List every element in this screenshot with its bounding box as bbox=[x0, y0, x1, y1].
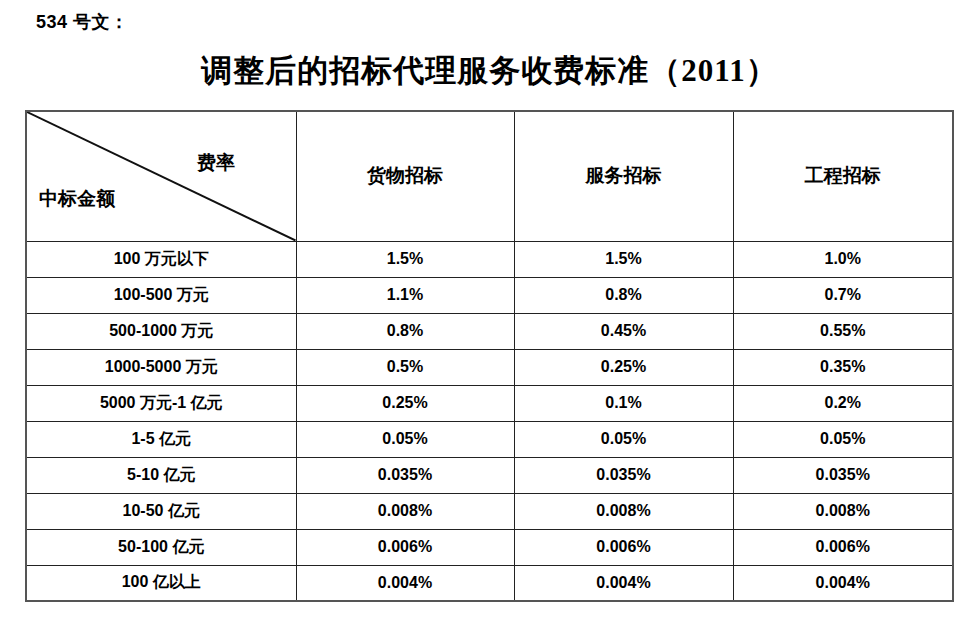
column-header-works: 工程招标 bbox=[733, 111, 953, 241]
diagonal-divider-line bbox=[27, 112, 296, 241]
rate-cell: 0.05% bbox=[733, 421, 953, 457]
rate-cell: 0.5% bbox=[296, 349, 514, 385]
rate-cell: 1.0% bbox=[733, 241, 953, 277]
rate-cell: 0.05% bbox=[514, 421, 733, 457]
amount-range-cell: 10-50 亿元 bbox=[26, 493, 296, 529]
rate-cell: 0.004% bbox=[733, 565, 953, 601]
rate-cell: 0.008% bbox=[296, 493, 514, 529]
amount-range-cell: 100 亿以上 bbox=[26, 565, 296, 601]
rate-cell: 0.8% bbox=[514, 277, 733, 313]
rate-cell: 0.006% bbox=[296, 529, 514, 565]
amount-range-cell: 50-100 亿元 bbox=[26, 529, 296, 565]
amount-range-cell: 5000 万元-1 亿元 bbox=[26, 385, 296, 421]
rate-cell: 1.1% bbox=[296, 277, 514, 313]
column-header-services: 服务招标 bbox=[514, 111, 733, 241]
table-row: 5000 万元-1 亿元 0.25% 0.1% 0.2% bbox=[26, 385, 953, 421]
column-header-goods: 货物招标 bbox=[296, 111, 514, 241]
rate-cell: 0.008% bbox=[514, 493, 733, 529]
rate-cell: 0.7% bbox=[733, 277, 953, 313]
amount-range-cell: 100-500 万元 bbox=[26, 277, 296, 313]
page-title: 调整后的招标代理服务收费标准（2011） bbox=[0, 50, 979, 92]
rate-cell: 0.006% bbox=[733, 529, 953, 565]
table-row: 100-500 万元 1.1% 0.8% 0.7% bbox=[26, 277, 953, 313]
corner-label-bid-amount: 中标金额 bbox=[39, 186, 115, 212]
corner-label-rate: 费率 bbox=[197, 150, 235, 176]
rate-cell: 1.5% bbox=[514, 241, 733, 277]
rate-cell: 0.8% bbox=[296, 313, 514, 349]
table-row: 50-100 亿元 0.006% 0.006% 0.006% bbox=[26, 529, 953, 565]
amount-range-cell: 5-10 亿元 bbox=[26, 457, 296, 493]
table-row: 100 万元以下 1.5% 1.5% 1.0% bbox=[26, 241, 953, 277]
rate-cell: 0.2% bbox=[733, 385, 953, 421]
rate-cell: 1.5% bbox=[296, 241, 514, 277]
amount-range-cell: 100 万元以下 bbox=[26, 241, 296, 277]
amount-range-cell: 1-5 亿元 bbox=[26, 421, 296, 457]
rate-cell: 0.25% bbox=[296, 385, 514, 421]
rate-cell: 0.35% bbox=[733, 349, 953, 385]
document-number-label: 534 号文： bbox=[36, 10, 129, 34]
rate-cell: 0.008% bbox=[733, 493, 953, 529]
rate-cell: 0.035% bbox=[514, 457, 733, 493]
rate-cell: 0.1% bbox=[514, 385, 733, 421]
table-row: 1000-5000 万元 0.5% 0.25% 0.35% bbox=[26, 349, 953, 385]
header-row: 费率 中标金额 货物招标 服务招标 工程招标 bbox=[26, 111, 953, 241]
rate-cell: 0.004% bbox=[514, 565, 733, 601]
document-page: { "page": { "doc_label": "534 号文：", "tit… bbox=[0, 0, 979, 629]
table-row: 1-5 亿元 0.05% 0.05% 0.05% bbox=[26, 421, 953, 457]
rate-cell: 0.035% bbox=[296, 457, 514, 493]
table-row: 5-10 亿元 0.035% 0.035% 0.035% bbox=[26, 457, 953, 493]
fee-rate-table: 费率 中标金额 货物招标 服务招标 工程招标 100 万元以下 1.5% 1.5… bbox=[25, 110, 954, 602]
corner-header-cell: 费率 中标金额 bbox=[26, 111, 296, 241]
rate-cell: 0.55% bbox=[733, 313, 953, 349]
rate-cell: 0.004% bbox=[296, 565, 514, 601]
amount-range-cell: 500-1000 万元 bbox=[26, 313, 296, 349]
rate-cell: 0.006% bbox=[514, 529, 733, 565]
table-row: 100 亿以上 0.004% 0.004% 0.004% bbox=[26, 565, 953, 601]
amount-range-cell: 1000-5000 万元 bbox=[26, 349, 296, 385]
rate-cell: 0.035% bbox=[733, 457, 953, 493]
rate-cell: 0.25% bbox=[514, 349, 733, 385]
table-row: 500-1000 万元 0.8% 0.45% 0.55% bbox=[26, 313, 953, 349]
rate-cell: 0.45% bbox=[514, 313, 733, 349]
table-row: 10-50 亿元 0.008% 0.008% 0.008% bbox=[26, 493, 953, 529]
rate-cell: 0.05% bbox=[296, 421, 514, 457]
